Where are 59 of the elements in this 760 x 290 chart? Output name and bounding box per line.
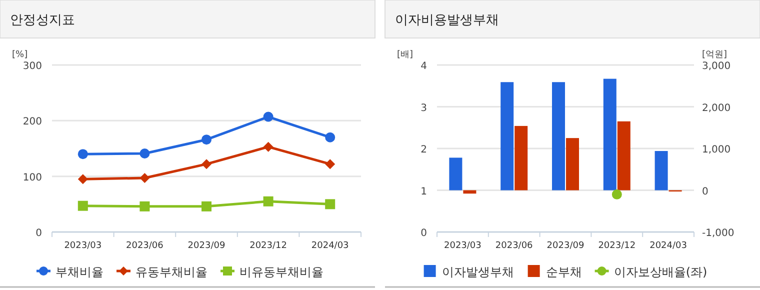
y-tick-label: 3 <box>420 102 427 114</box>
x-tick-label: 2023/06 <box>126 241 164 251</box>
y2-tick-label: -1,000 <box>702 228 734 239</box>
y-tick-label: 200 <box>22 116 42 128</box>
y-tick-label: 2 <box>420 144 427 156</box>
bar <box>500 82 514 190</box>
point <box>263 196 274 206</box>
y2-tick-label: 3,000 <box>702 61 731 72</box>
legend-label: 이자보상배율(좌) <box>614 265 708 279</box>
point <box>140 148 150 159</box>
legend-label: 이자발생부채 <box>442 265 514 279</box>
bar <box>552 82 565 190</box>
point <box>140 173 150 184</box>
y-tick-label: 300 <box>22 61 42 72</box>
y2-axis-title: [억원] <box>702 50 728 60</box>
y-tick-label: 0 <box>36 228 42 239</box>
bar <box>566 138 579 190</box>
point <box>78 200 88 211</box>
x-tick-label: 2024/03 <box>311 241 349 251</box>
bar <box>449 158 462 190</box>
bar <box>654 151 668 190</box>
point <box>263 112 274 122</box>
x-tick-label: 2024/03 <box>650 241 687 251</box>
bar <box>617 121 630 190</box>
legend-label: 유동부채비율 <box>136 265 208 279</box>
x-tick-label: 2023/12 <box>598 241 636 251</box>
bar <box>463 190 476 194</box>
y2-tick-label: 0 <box>702 186 708 198</box>
point <box>140 201 150 212</box>
point <box>202 134 212 145</box>
point <box>202 159 212 170</box>
point <box>325 159 336 170</box>
point <box>202 201 212 212</box>
x-tick-label: 2023/06 <box>495 241 534 251</box>
y2-tick-label: 2,000 <box>702 102 731 114</box>
x-tick-label: 2023/09 <box>546 241 584 251</box>
point <box>78 149 88 160</box>
legend-label: 비유동부채비율 <box>240 265 324 279</box>
x-tick-label: 2023/12 <box>250 241 287 251</box>
y-axis-title: [%] <box>12 50 28 60</box>
x-tick-label: 2023/03 <box>64 241 102 251</box>
point <box>78 174 88 184</box>
legend-label: 부채비율 <box>56 265 104 279</box>
chart-title: 안정성지표 <box>10 13 75 28</box>
y-tick-label: 100 <box>22 172 42 184</box>
y2-tick-label: 1,000 <box>702 144 731 156</box>
point <box>325 132 336 142</box>
x-tick-label: 2023/09 <box>188 241 226 251</box>
y-axis-title: [배] <box>397 50 414 60</box>
bar <box>603 78 616 190</box>
bar <box>514 126 528 190</box>
point <box>325 199 336 210</box>
y-tick-label: 1 <box>420 186 427 198</box>
point <box>263 142 274 152</box>
y-tick-label: 0 <box>420 228 427 239</box>
legend-label: 순부채 <box>546 265 582 279</box>
chart-title: 이자비용발생부채 <box>395 13 499 28</box>
y-tick-label: 4 <box>420 61 427 72</box>
x-tick-label: 2023/03 <box>444 241 482 251</box>
